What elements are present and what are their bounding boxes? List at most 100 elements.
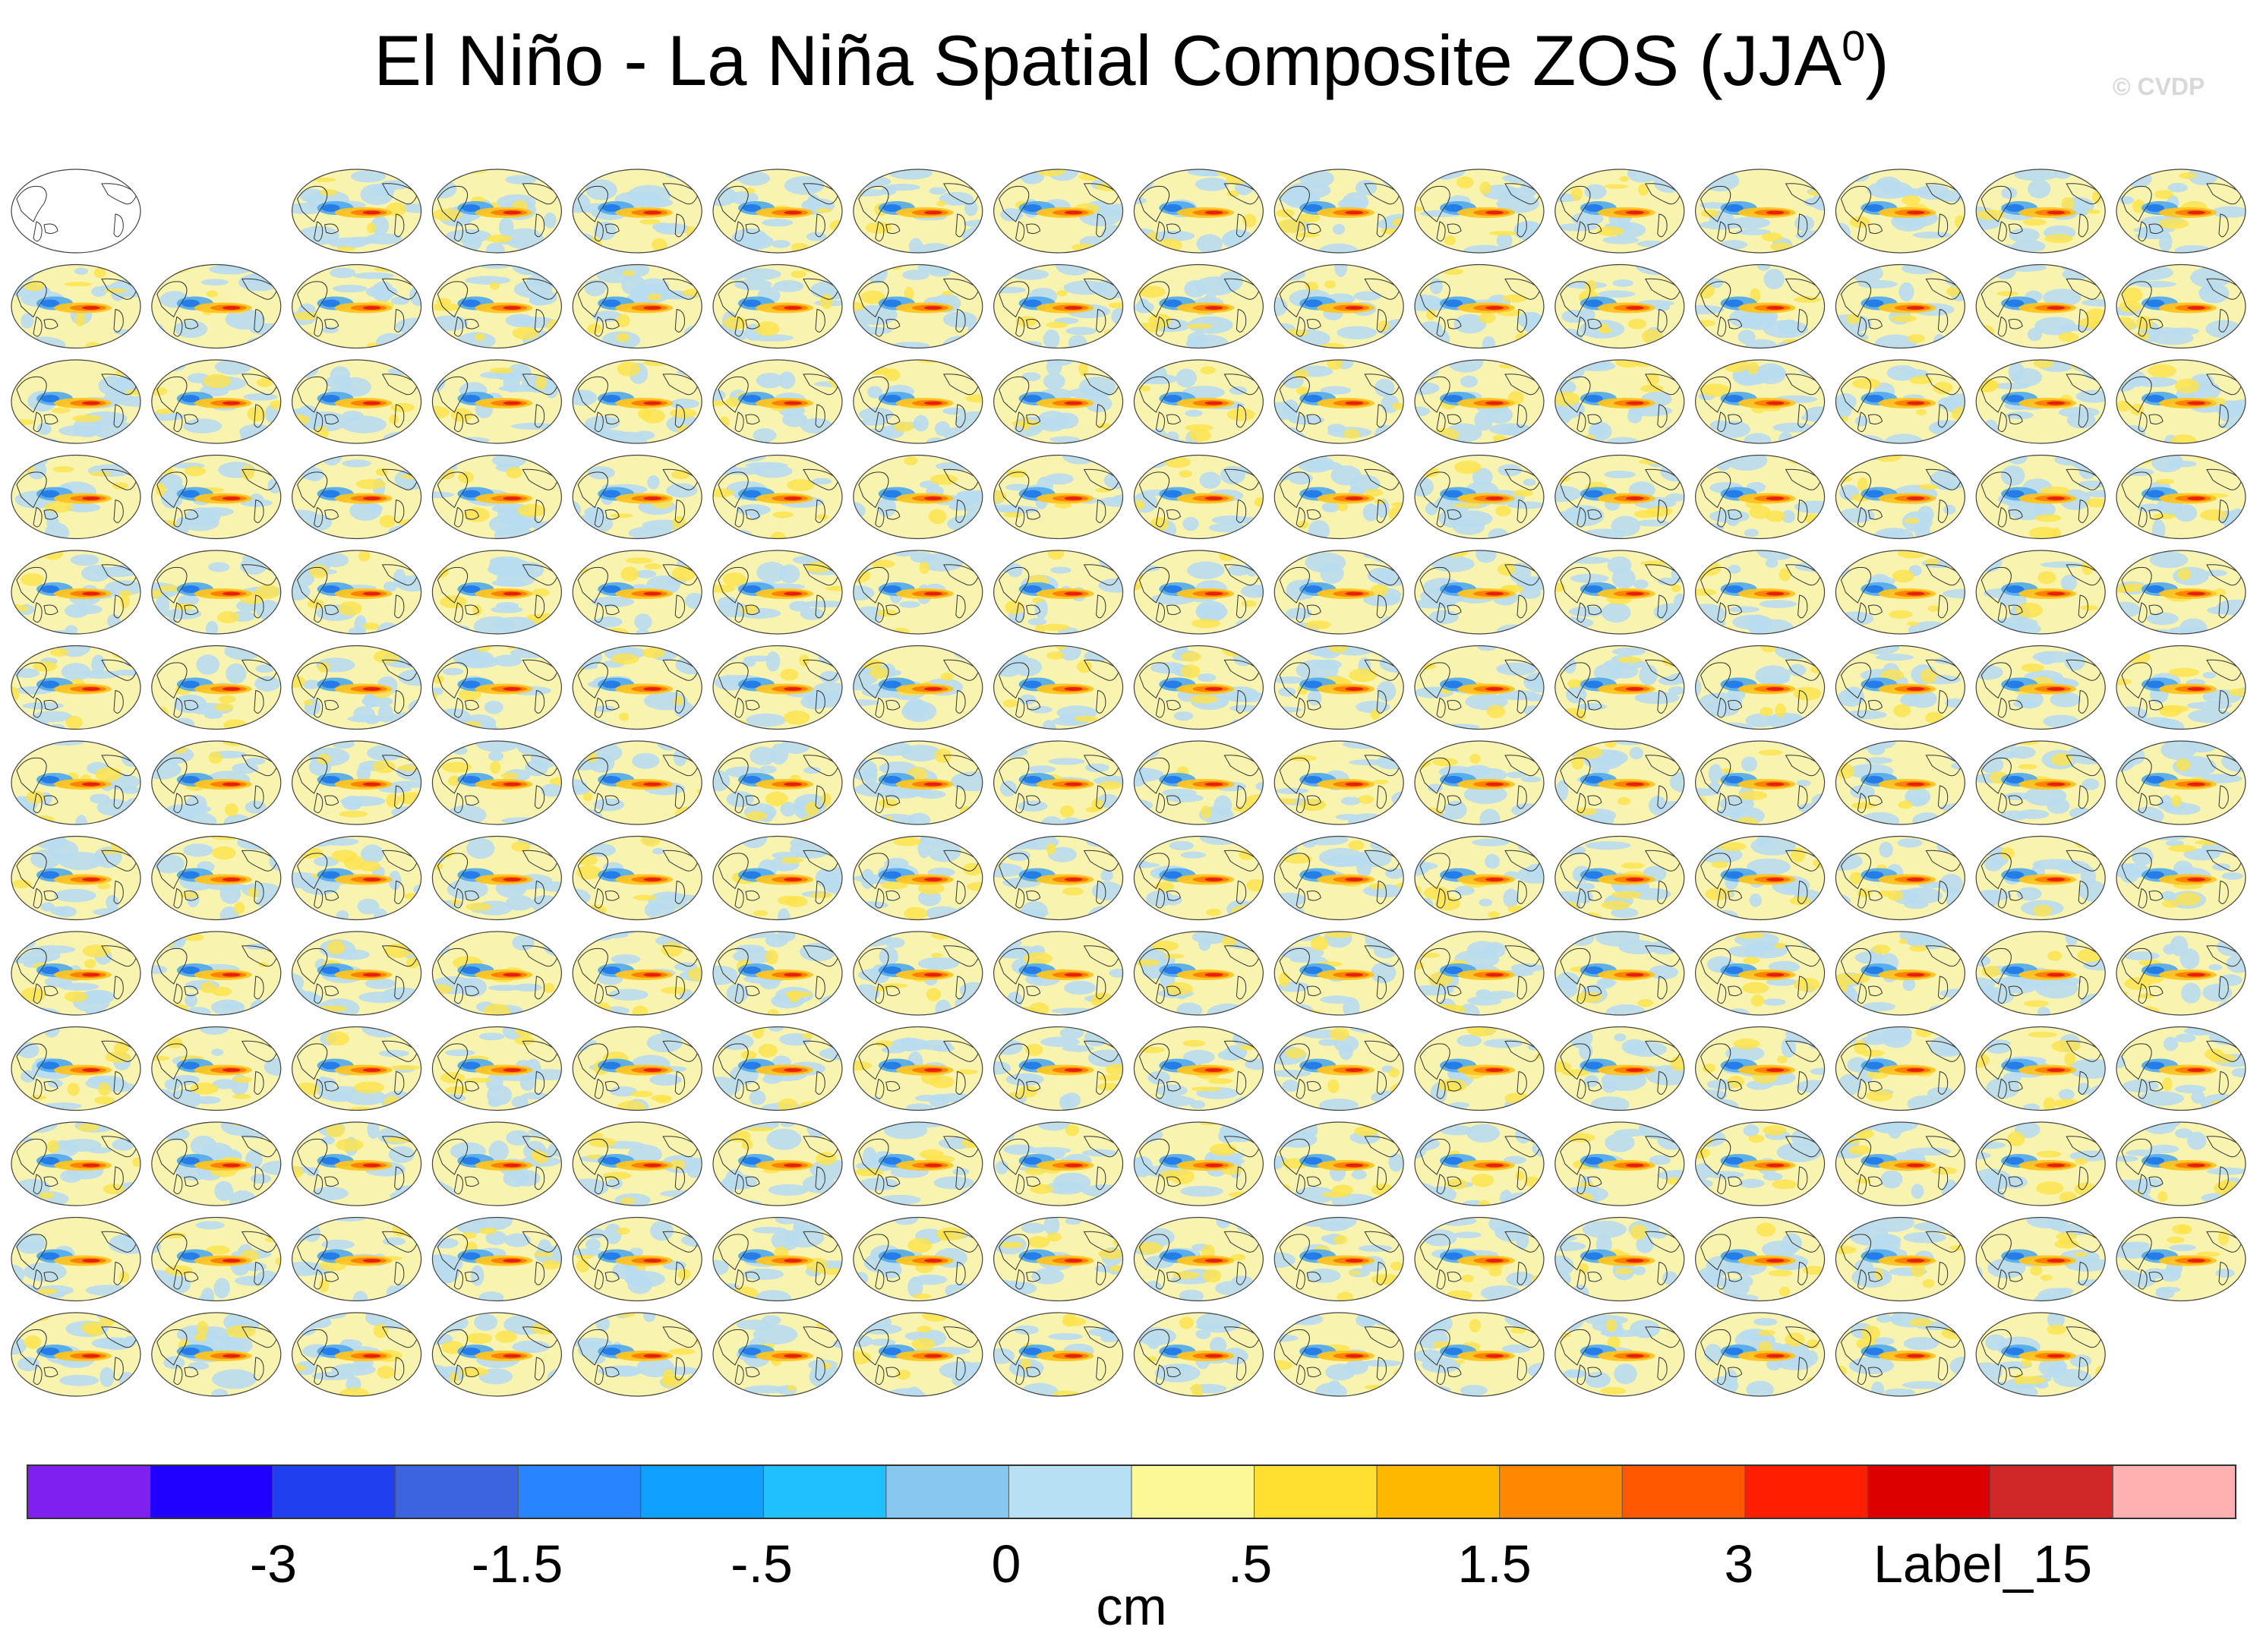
title-superscript: 0 bbox=[1842, 21, 1866, 70]
model-map-panel bbox=[151, 931, 282, 1016]
model-map-panel bbox=[431, 263, 563, 349]
model-map-panel bbox=[2116, 931, 2246, 1016]
colorbar-tick-label: -.5 bbox=[731, 1534, 793, 1594]
colorbar-swatch bbox=[27, 1464, 151, 1519]
model-map-panel bbox=[853, 1216, 983, 1302]
model-map-panel bbox=[431, 931, 563, 1016]
model-map-panel bbox=[151, 1312, 282, 1397]
model-map-panel bbox=[1414, 1312, 1545, 1397]
model-map-panel bbox=[292, 1216, 422, 1302]
colorbar-tick-label: 3 bbox=[1725, 1534, 1754, 1594]
model-map-panel bbox=[1274, 835, 1404, 921]
colorbar-swatch bbox=[2112, 1464, 2236, 1519]
model-map-panel bbox=[712, 740, 843, 825]
model-map-panel bbox=[1695, 835, 1826, 921]
colorbar-swatch bbox=[1131, 1464, 1255, 1519]
model-map-panel bbox=[2116, 359, 2246, 444]
model-map-panel bbox=[712, 931, 843, 1016]
colorbar-swatch bbox=[272, 1464, 396, 1519]
model-map-panel bbox=[853, 1121, 983, 1206]
model-map-panel bbox=[1554, 1216, 1685, 1302]
colorbar-swatch bbox=[640, 1464, 765, 1519]
colorbar-swatch bbox=[762, 1464, 887, 1519]
model-map-panel bbox=[1975, 169, 2106, 254]
model-map-panel bbox=[712, 454, 843, 540]
model-map-panel bbox=[11, 645, 141, 730]
model-map-panel bbox=[431, 359, 563, 444]
colorbar-swatch bbox=[517, 1464, 642, 1519]
model-map-panel bbox=[431, 169, 563, 254]
model-map-panel bbox=[572, 1026, 702, 1111]
model-map-panel bbox=[1695, 931, 1826, 1016]
model-map-panel bbox=[1414, 645, 1545, 730]
model-map-panel bbox=[853, 835, 983, 921]
model-map-panel bbox=[853, 740, 983, 825]
model-map-panel bbox=[11, 1121, 141, 1206]
colorbar-tick-label: .5 bbox=[1228, 1534, 1272, 1594]
model-map-panel bbox=[1133, 550, 1264, 635]
model-map-panel bbox=[993, 263, 1124, 349]
model-map-panel bbox=[572, 263, 702, 349]
model-map-panel bbox=[151, 550, 282, 635]
colorbar-swatch bbox=[1376, 1464, 1501, 1519]
model-map-panel bbox=[1835, 931, 1965, 1016]
model-map-panel bbox=[1554, 454, 1685, 540]
colorbar-swatch bbox=[1990, 1464, 2114, 1519]
colorbar-swatch bbox=[1867, 1464, 1991, 1519]
colorbar-swatch bbox=[1744, 1464, 1869, 1519]
colorbar-swatch bbox=[1254, 1464, 1378, 1519]
colorbar-swatch bbox=[395, 1464, 519, 1519]
model-map-panel bbox=[1414, 835, 1545, 921]
model-map-panel bbox=[1133, 645, 1264, 730]
model-map-panel bbox=[1835, 1026, 1965, 1111]
model-map-panel bbox=[2116, 454, 2246, 540]
model-map-panel bbox=[151, 645, 282, 730]
model-map-panel bbox=[1835, 1216, 1965, 1302]
model-map-panel bbox=[11, 359, 141, 444]
title-main: El Niño - La Niña Spatial Composite ZOS … bbox=[374, 20, 1842, 100]
model-map-panel bbox=[1274, 169, 1404, 254]
colorbar-swatch bbox=[1008, 1464, 1133, 1519]
model-map-panel bbox=[2116, 835, 2246, 921]
model-map-panel bbox=[1835, 359, 1965, 444]
title-close: ) bbox=[1865, 20, 1889, 100]
colorbar-tick-label: 1.5 bbox=[1457, 1534, 1531, 1594]
colorbar-tick-label: -1.5 bbox=[472, 1534, 563, 1594]
model-map-panel bbox=[853, 359, 983, 444]
model-map-panel bbox=[292, 550, 422, 635]
model-map-panel bbox=[292, 740, 422, 825]
model-map-panel bbox=[572, 454, 702, 540]
model-map-panel bbox=[1975, 1216, 2106, 1302]
observation-map-panel bbox=[11, 169, 141, 254]
model-map-panel bbox=[1274, 1216, 1404, 1302]
model-map-panel bbox=[151, 454, 282, 540]
chart-title: El Niño - La Niña Spatial Composite ZOS … bbox=[0, 21, 2263, 99]
model-map-panel bbox=[1695, 550, 1826, 635]
model-map-panel bbox=[151, 263, 282, 349]
model-map-panel bbox=[1695, 359, 1826, 444]
model-map-panel bbox=[1695, 1216, 1826, 1302]
model-map-panel bbox=[2116, 1026, 2246, 1111]
model-map-panel bbox=[1414, 550, 1545, 635]
colorbar-swatch bbox=[150, 1464, 274, 1519]
model-map-panel bbox=[1554, 645, 1685, 730]
colorbar-tick-label: -3 bbox=[250, 1534, 297, 1594]
model-map-panel bbox=[11, 835, 141, 921]
model-map-panel bbox=[431, 550, 563, 635]
model-map-panel bbox=[292, 1312, 422, 1397]
model-map-panel bbox=[292, 263, 422, 349]
model-map-panel bbox=[2116, 169, 2246, 254]
model-map-panel bbox=[1975, 1121, 2106, 1206]
model-map-panel bbox=[1554, 1026, 1685, 1111]
model-map-panel bbox=[1835, 1121, 1965, 1206]
model-map-panel bbox=[1695, 1312, 1826, 1397]
model-map-panel bbox=[1554, 740, 1685, 825]
model-map-panel bbox=[993, 931, 1124, 1016]
model-map-panel bbox=[151, 1121, 282, 1206]
model-map-panel bbox=[712, 169, 843, 254]
model-map-panel bbox=[292, 454, 422, 540]
model-map-panel bbox=[292, 169, 422, 254]
model-map-panel bbox=[712, 359, 843, 444]
